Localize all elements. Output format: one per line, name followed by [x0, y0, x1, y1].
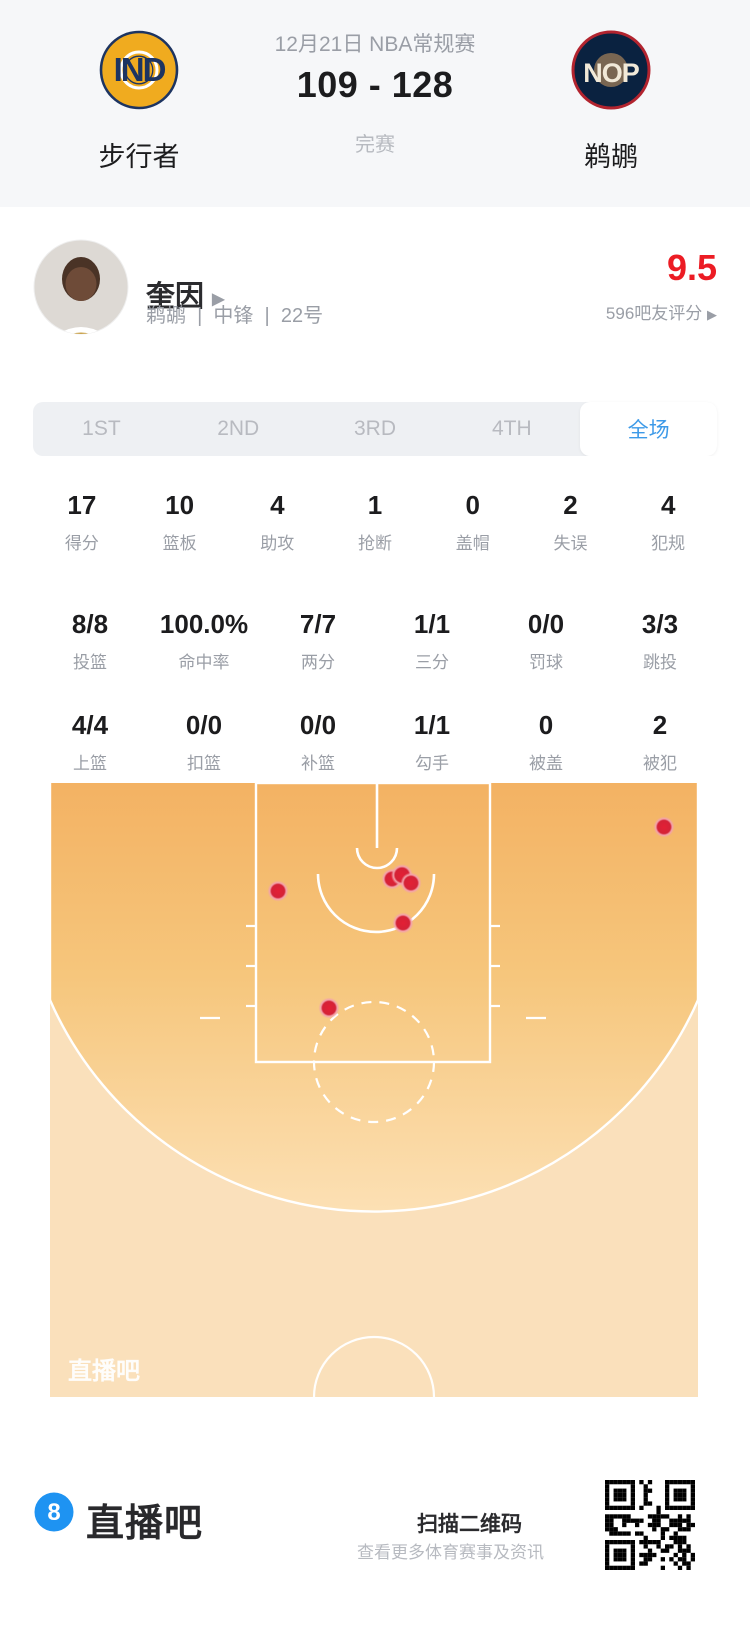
svg-text:直播吧: 直播吧	[68, 1358, 140, 1385]
svg-text:8: 8	[47, 1499, 60, 1526]
